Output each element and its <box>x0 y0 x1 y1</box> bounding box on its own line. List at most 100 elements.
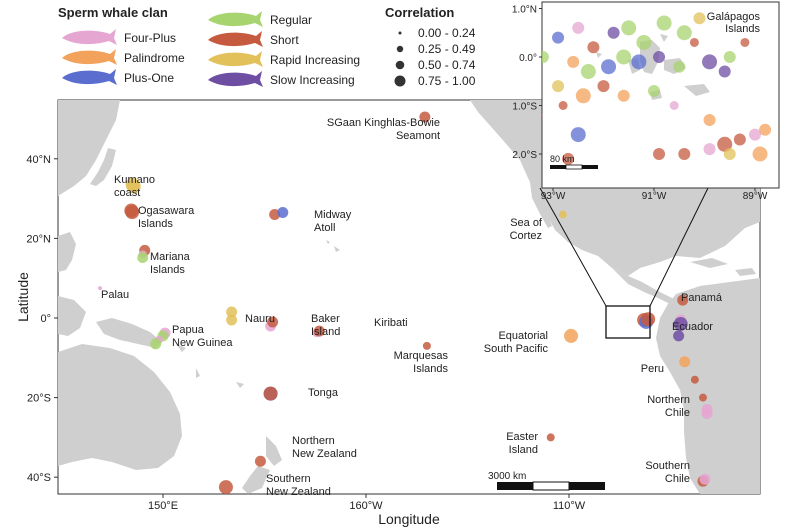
whale-icon <box>208 11 263 27</box>
legend-clan-label: Palindrome <box>124 51 185 65</box>
inset-y-tick-label: 1.0°S <box>512 102 537 113</box>
place-label-kumano: Kumano coast <box>114 174 155 199</box>
sample-point-short <box>313 325 325 337</box>
main-scale-bar: 3000 km <box>488 471 605 491</box>
sample-point-short <box>254 455 266 467</box>
sample-point-short <box>677 294 689 306</box>
new-zealand-land <box>242 436 282 494</box>
place-label-nchile: Northern Chile <box>647 394 690 419</box>
x-tick-label: 160°W <box>349 500 383 512</box>
y-axis-title: Latitude <box>15 272 31 322</box>
sample-point-rapid-increasing <box>126 179 141 194</box>
inset-point-rapid-increasing <box>723 148 736 160</box>
inset-point-palindrome <box>617 89 630 102</box>
inset-point-short <box>678 148 691 160</box>
sample-point-short <box>641 312 656 327</box>
y-tick-label: 20°S <box>27 393 51 405</box>
place-label-tonga: Tonga <box>308 387 339 399</box>
legend-corr-dot <box>398 31 402 35</box>
place-label-midway: Midway Atoll <box>314 209 352 234</box>
sample-point-four-plus <box>98 286 103 291</box>
new-guinea-land <box>96 318 162 348</box>
place-label-easter: Easter Island <box>506 431 538 456</box>
inset-y-tick-label: 0.0° <box>519 53 537 64</box>
inset-connector-right <box>649 187 709 307</box>
place-label-ogasawara: Ogasawara Islands <box>138 205 195 230</box>
inset-point-short <box>733 133 746 146</box>
inset-point-regular <box>542 51 549 63</box>
inset-point-short <box>542 113 543 117</box>
inset-point-slow-increasing <box>607 26 620 39</box>
place-label-ecuador: Ecuador <box>672 321 713 333</box>
x-tick-label: 150°E <box>148 500 178 512</box>
legend-clan-plus-one: Plus-One <box>62 69 174 85</box>
central-america-land <box>612 268 676 304</box>
whale-icon <box>208 31 263 47</box>
hawaii-land <box>326 240 340 252</box>
whale-icon <box>208 51 263 67</box>
place-label-cortez: Sea of Cortez <box>510 217 543 242</box>
y-tick-label: 20°N <box>26 233 51 245</box>
legend-corr-item: 0.75 - 1.00 <box>394 74 476 88</box>
australia-land <box>58 344 182 470</box>
sample-point-short <box>422 341 431 350</box>
inset-y-tick-label: 1.0°N <box>512 5 537 16</box>
y-tick-label: 0° <box>40 313 51 325</box>
sample-point-rapid-increasing <box>226 314 238 326</box>
inset-point-regular <box>636 34 652 50</box>
correlation-legend: Correlation 0.00 - 0.24 0.25 - 0.49 0.50 -… <box>385 5 476 88</box>
inset-point-slow-increasing <box>718 65 731 78</box>
inset-y-tick-label: 2.0°S <box>512 150 537 161</box>
place-label-sgaan: SGaan Kinghlas-Bowie Seamont <box>327 117 440 142</box>
whale-icon <box>62 29 117 45</box>
correlation-legend-title: Correlation <box>385 5 454 20</box>
x-axis-title: Longitude <box>378 511 440 527</box>
inset-connector-left <box>539 187 607 307</box>
place-label-schile: Southern Chile <box>645 460 690 485</box>
inset-point-rapid-increasing <box>693 12 706 25</box>
asia-land <box>58 100 120 196</box>
legend-clan-short: Short <box>208 31 299 47</box>
place-labels: SGaan Kinghlas-Bowie Seamont Kumano coast Og… <box>101 117 723 498</box>
baja-california-land <box>530 182 552 228</box>
sample-point-short <box>690 375 699 384</box>
inset-point-palindrome <box>703 114 716 127</box>
place-label-mariana: Mariana Islands <box>150 251 191 276</box>
x-tick-label: 110°W <box>553 500 586 512</box>
place-label-panama: Panamá <box>681 292 723 304</box>
pacific-islands-land <box>176 344 244 388</box>
sample-point-slow-increasing <box>673 330 685 342</box>
sample-point-palindrome <box>679 356 691 368</box>
sample-point-rapid-increasing <box>226 306 238 318</box>
place-label-kiribati: Kiribati <box>374 317 408 329</box>
inset-point-palindrome <box>752 146 768 162</box>
inset-point-plus-one <box>570 127 586 143</box>
legend-corr-dot <box>394 75 406 87</box>
sample-point-rapid-increasing <box>558 210 567 219</box>
legend-clan-label: Plus-One <box>124 71 174 85</box>
galapagos-locator-box <box>605 305 651 339</box>
legend-corr-dot <box>396 45 404 53</box>
inset-point-short <box>689 37 699 47</box>
legend-clan-label: Four-Plus <box>124 31 176 45</box>
inset-x-tick-label: 93°W <box>541 191 566 202</box>
main-map-points <box>98 111 713 494</box>
inset-point-four-plus <box>703 143 716 156</box>
inset-point-regular <box>616 49 632 65</box>
indonesia-land <box>58 296 86 336</box>
inset-point-short <box>597 80 610 93</box>
legend-clan-regular: Regular <box>208 11 312 27</box>
inset-point-regular <box>648 84 660 97</box>
inset-point-four-plus <box>669 101 679 110</box>
inset-point-regular <box>723 51 736 63</box>
inset-x-tick-label: 89°W <box>743 191 768 202</box>
whale-icon <box>62 49 117 65</box>
inset-scale-bar: 80 km <box>550 154 598 170</box>
clan-legend-title: Sperm whale clan <box>58 5 168 20</box>
clan-legend: Sperm whale clan Four-Plus Palindrome Plus… <box>58 5 360 87</box>
place-label-peru: Peru <box>641 363 664 375</box>
place-label-snz: Southern New Zealand <box>266 473 331 498</box>
legend-clan-slow-increasing: Slow Increasing <box>208 71 355 87</box>
sample-point-four-plus <box>699 473 711 485</box>
